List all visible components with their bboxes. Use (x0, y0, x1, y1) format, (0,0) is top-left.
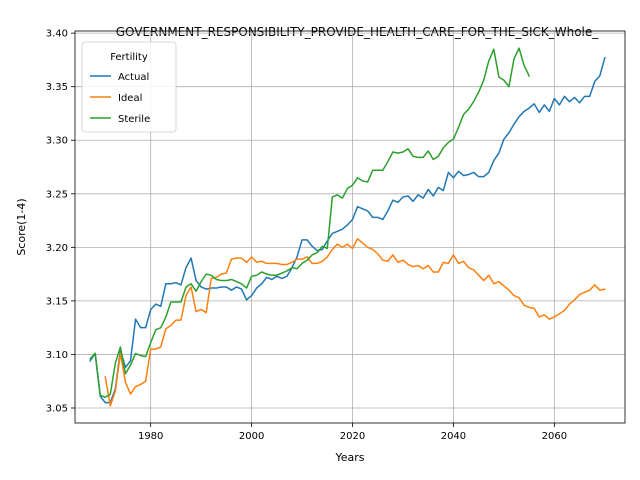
y-tick-label: 3.25 (46, 189, 68, 200)
y-tick-label: 3.10 (46, 350, 68, 361)
y-axis-label: Score(1-4) (15, 198, 28, 255)
legend: Fertility Actual Ideal Sterile (81, 41, 177, 133)
y-tick-label: 3.35 (46, 82, 68, 93)
y-tick-label: 3.15 (46, 296, 68, 307)
plot-frame (74, 30, 626, 424)
y-tick-label: 3.05 (46, 404, 68, 415)
x-tick-label: 1980 (138, 431, 163, 442)
y-axis-ticks: 3.05 3.10 3.15 3.20 3.25 3.30 3.35 3.40 (46, 29, 75, 415)
series-line-sterile (89, 47, 531, 399)
series-line-ideal (104, 238, 606, 407)
y-tick-label: 3.30 (46, 136, 68, 147)
x-tick-label: 2000 (239, 431, 264, 442)
x-tick-label: 2060 (542, 431, 567, 442)
legend-label-actual: Actual (118, 72, 149, 83)
series-lines (89, 47, 606, 407)
chart-title: GOVERNMENT_RESPONSIBILITY_PROVIDE_HEALTH… (116, 25, 600, 39)
y-tick-label: 3.40 (46, 29, 68, 40)
legend-box (81, 41, 177, 133)
grid-lines (75, 31, 625, 423)
x-tick-label: 2040 (441, 431, 466, 442)
x-axis-ticks: 1980 2000 2020 2040 2060 (138, 423, 567, 442)
y-tick-label: 3.20 (46, 243, 68, 254)
series-line-actual (89, 56, 606, 404)
x-axis-label: Years (334, 451, 364, 464)
legend-title: Fertility (110, 52, 148, 63)
x-tick-label: 2020 (340, 431, 365, 442)
legend-label-ideal: Ideal (118, 93, 142, 104)
legend-label-sterile: Sterile (118, 114, 150, 125)
